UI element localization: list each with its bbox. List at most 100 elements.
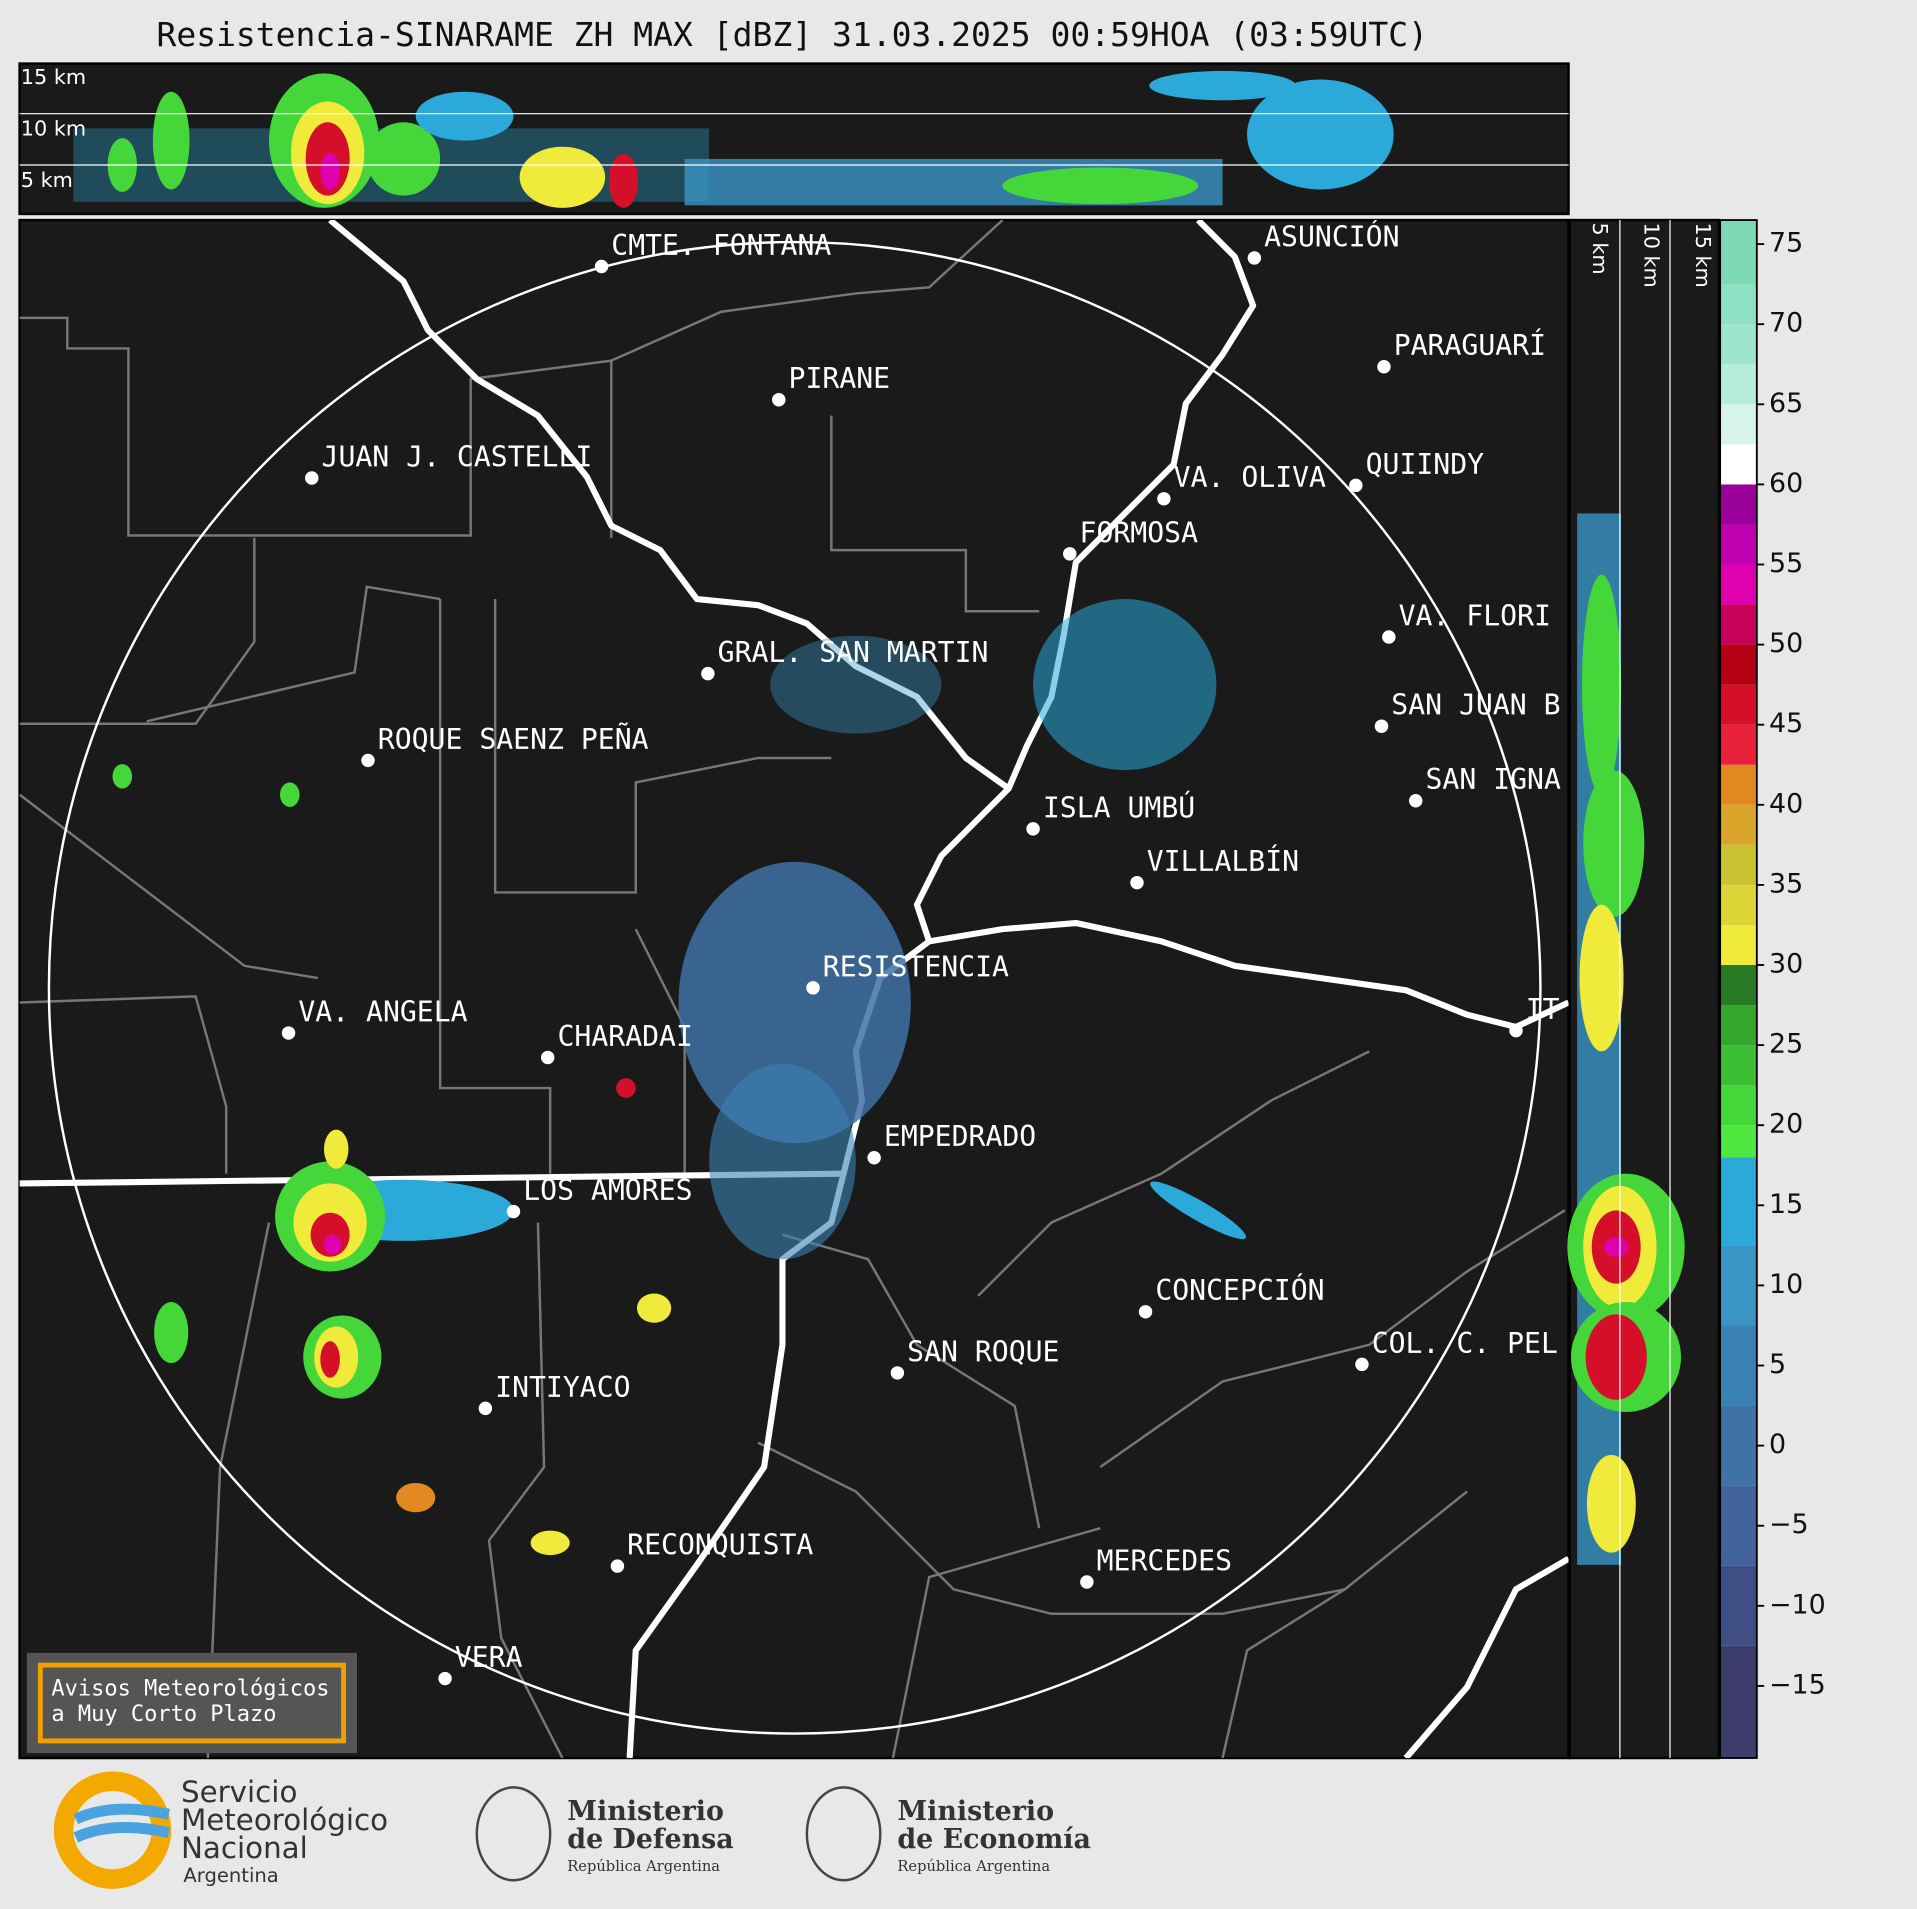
notice-text: Avisos Meteorológicos (51, 1677, 329, 1702)
colorbar-segment (1720, 484, 1757, 525)
city-dot (541, 1050, 555, 1065)
colorbar-segment (1720, 1325, 1757, 1406)
city-label: QUIINDY (1366, 448, 1485, 481)
height-label: 5 km (1588, 223, 1612, 275)
title: Resistencia-SINARAME ZH MAX [dBZ] 31.03.… (156, 15, 1428, 54)
city-dot (890, 1366, 905, 1380)
city-dot (867, 1151, 881, 1165)
colorbar-segment (1720, 1005, 1757, 1046)
city-label: COL. C. PEL (1372, 1327, 1558, 1360)
city-label: SAN JUAN B (1391, 689, 1560, 722)
logo-text: Servicio (181, 1775, 297, 1809)
colorbar-tick-label: 15 (1769, 1189, 1803, 1220)
colorbar-tick-label: 45 (1769, 708, 1803, 739)
city-label: GRAL. SAN MARTIN (718, 636, 989, 669)
logo-text: Nacional (181, 1831, 308, 1865)
colorbar-tick-label: 70 (1769, 308, 1803, 339)
colorbar-segment (1720, 844, 1757, 885)
city-label: CHARADAI (558, 1020, 693, 1053)
colorbar-segment (1720, 965, 1757, 1006)
colorbar-tick-label: 50 (1769, 628, 1803, 659)
city-label: VA. OLIVA (1174, 461, 1326, 494)
city-label: RESISTENCIA (823, 950, 1009, 983)
city-dot (1409, 794, 1423, 808)
city-dot (1130, 875, 1144, 890)
colorbar-segment (1720, 364, 1757, 405)
city-dot (305, 471, 319, 485)
city-dot (610, 1559, 625, 1573)
city-label: JUAN J. CASTELLI (322, 440, 593, 473)
notice: Avisos Meteorológicos a Muy Corto Plazo (26, 1652, 358, 1754)
logo-text: de Economía (897, 1824, 1091, 1855)
city-dot (806, 981, 820, 995)
city-label: IT (1526, 993, 1560, 1026)
city-layer: CMTE. FONTANA PIRANE JUAN J. CASTELLI ASUNC… (281, 219, 1561, 1686)
city-dot (1157, 492, 1171, 506)
coat-of-arms (475, 1786, 882, 1882)
map-features: CMTE. FONTANA PIRANE JUAN J. CASTELLI ASUNC… (19, 219, 1569, 1759)
city-label: ISLA UMBÚ (1043, 790, 1195, 824)
city-label: SAN ROQUE (907, 1335, 1059, 1368)
logo-text: Ministerio (567, 1796, 724, 1827)
city-dot (1349, 478, 1363, 493)
city-dot (1355, 1357, 1369, 1372)
colorbar-tick-label: −5 (1769, 1509, 1809, 1540)
logo-text: República Argentina (897, 1858, 1050, 1875)
colorbar-tick-label: 35 (1769, 868, 1803, 899)
logo-text: de Defensa (567, 1824, 733, 1855)
colorbar-tick-label: 20 (1769, 1109, 1803, 1140)
notice-text: a Muy Corto Plazo (51, 1702, 276, 1727)
city-dot (478, 1401, 493, 1416)
colorbar-segment (1720, 884, 1757, 925)
colorbar-segment (1720, 1245, 1757, 1326)
city-label: ROQUE SAENZ PEÑA (378, 722, 649, 756)
city-label: PIRANE (789, 362, 891, 395)
colorbar-segment (1720, 284, 1757, 325)
colorbar-segment (1720, 1645, 1757, 1759)
logo-text: República Argentina (567, 1858, 720, 1875)
city-label: SAN IGNA (1426, 763, 1561, 796)
height-label: 10 km (1639, 223, 1663, 288)
height-label: 15 km (21, 65, 86, 89)
city-dot (1138, 1305, 1153, 1319)
city-label: CMTE. FONTANA (611, 229, 831, 262)
city-label: VILLALBÍN (1147, 844, 1299, 878)
colorbar-tick-label: 30 (1769, 949, 1803, 980)
colorbar-segment (1720, 444, 1757, 485)
city-label: ASUNCIÓN (1264, 219, 1399, 253)
colorbar-tick-label: 10 (1769, 1269, 1803, 1300)
colorbar-tick-label: −15 (1769, 1669, 1826, 1700)
city-dot (1247, 251, 1262, 265)
colorbar-segment (1720, 1085, 1757, 1126)
city-dot (1063, 547, 1077, 561)
city-dot (438, 1671, 452, 1686)
logo-text: Meteorológico (181, 1803, 388, 1837)
colorbar-segment (1720, 524, 1757, 565)
city-label: EMPEDRADO (884, 1120, 1036, 1153)
colorbar-segment (1720, 1157, 1757, 1246)
echoes (112, 599, 1247, 1556)
city-dot (1509, 1023, 1523, 1038)
city-dot (1026, 822, 1040, 836)
colorbar-tick-label: 65 (1769, 388, 1803, 419)
colorbar-tick-label: 60 (1769, 468, 1803, 499)
height-label: 5 km (21, 168, 73, 192)
city-dot (701, 666, 715, 681)
side-profile: 5 km 10 km 15 km (1567, 218, 1721, 1760)
colorbar-tick-label: 0 (1769, 1429, 1786, 1460)
city-label: PARAGUARÍ (1394, 328, 1546, 362)
colorbar-segment (1720, 1485, 1757, 1566)
colorbar-segment (1720, 604, 1757, 645)
city-dot (1374, 719, 1389, 733)
map: CMTE. FONTANA PIRANE JUAN J. CASTELLI ASUNC… (18, 218, 1570, 1760)
colorbar-tick-label: 40 (1769, 788, 1803, 819)
colorbar-tick-label: 5 (1769, 1349, 1786, 1380)
city-dot (1382, 630, 1396, 644)
colorbar-segment (1720, 644, 1757, 685)
colorbar-tick-label: 25 (1769, 1029, 1803, 1060)
city-label: VERA (455, 1641, 523, 1674)
city-label: FORMOSA (1080, 516, 1199, 549)
smn-logo (53, 1771, 172, 1889)
